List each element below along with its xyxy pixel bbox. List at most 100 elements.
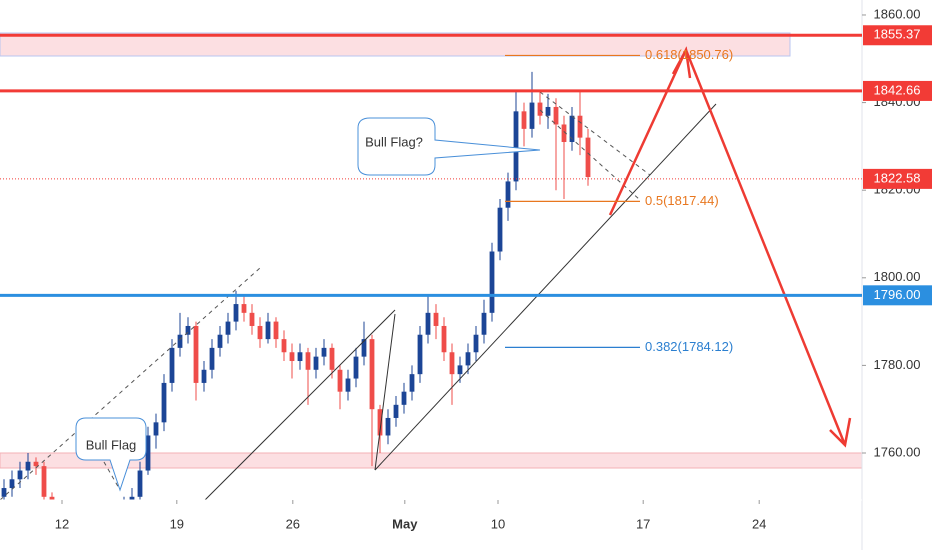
level-label: 1842.66 [874,82,921,97]
candle-body [569,115,575,143]
channel-line [0,267,261,501]
candle-body [265,321,271,340]
channel-line [99,454,121,491]
candle-body [369,339,375,410]
candle-body [177,334,183,348]
candle-body [281,339,287,353]
annotation: Bull Flag? [365,134,423,149]
candle-body [193,325,199,383]
level-label: 1855.37 [874,27,921,42]
candle-body [473,334,479,353]
candle-body [169,347,175,383]
candle-body [505,181,511,208]
x-tick-label: 10 [491,516,505,531]
candle-body [321,347,327,357]
candle-body [129,496,135,500]
y-tick-label: 1860.00 [874,6,921,21]
x-tick-label: May [392,516,418,531]
candle-body [353,356,359,379]
candle-body [449,352,455,375]
candle-body [41,466,47,497]
plot [1,71,591,500]
y-tick-label: 1800.00 [874,269,921,284]
trend-line [374,103,717,471]
y-tick-label: 1760.00 [874,444,921,459]
candle-body [521,111,527,129]
candle-body [545,106,551,116]
level-label-box [863,168,932,189]
candle-body [25,461,31,471]
channel-line [539,91,651,176]
level-label-box [863,25,932,46]
candle-body [161,382,167,423]
fib-label: 0.382(1784.12) [645,339,733,354]
candle-body [537,102,543,116]
annotation: Bull Flag [86,437,137,452]
level-label-box [863,285,932,306]
candle-body [33,461,39,467]
candle-body [345,378,351,392]
candle-body [529,102,535,129]
candle-body [441,325,447,353]
trend-line [204,309,396,501]
candle-body [457,365,463,375]
candle-body [225,321,231,335]
resistance-zone [0,32,791,57]
candle-body [577,115,583,138]
candle-body [153,422,159,436]
x-tick-label: 12 [55,516,69,531]
candle-body [553,106,559,125]
y-tick-label: 1780.00 [874,357,921,372]
candle-body [513,111,519,182]
candle-body [289,352,295,362]
candle-body [361,339,367,357]
candle-body [185,325,191,335]
candle-body [137,470,143,497]
level-label-box [863,80,932,101]
level-label: 1822.58 [874,170,921,185]
candle-body [409,374,415,392]
candle-body [377,409,383,436]
candle-body [401,391,407,405]
candle-body [145,435,151,471]
candle-body [497,207,503,252]
candle-body [561,124,567,143]
candle-body [201,369,207,383]
candle-body [433,312,439,326]
x-tick-label: 26 [286,516,300,531]
x-tick-label: 24 [752,516,766,531]
candle-body [465,352,471,366]
candle-body [417,334,423,375]
arrow-head [829,417,852,448]
candle-body [49,496,55,500]
level-label: 1796.00 [874,287,921,302]
x-tick-label: 19 [170,516,184,531]
candle-body [481,312,487,335]
candle-body [329,347,335,370]
candle-body [1,488,7,497]
candle-body [297,352,303,362]
candle-body [257,325,263,340]
candle-body [9,479,15,489]
candle-body [249,312,255,326]
candle-body [217,334,223,348]
callout [75,417,147,492]
candle-body [337,369,343,392]
candle-body [385,417,391,436]
drawings [0,46,852,501]
candle-body [273,321,279,340]
candle-body [489,251,495,313]
candle-body [313,356,319,370]
trend-line [374,313,396,471]
candle-body [585,137,591,178]
candle-body [17,470,23,480]
zones [0,32,863,469]
candle-body [241,304,247,313]
candle-body [425,312,431,335]
candle-body [233,304,239,322]
fib-label: 0.5(1817.44) [645,193,719,208]
candle-body [305,352,311,370]
callout [357,117,541,176]
candle-body [209,347,215,370]
